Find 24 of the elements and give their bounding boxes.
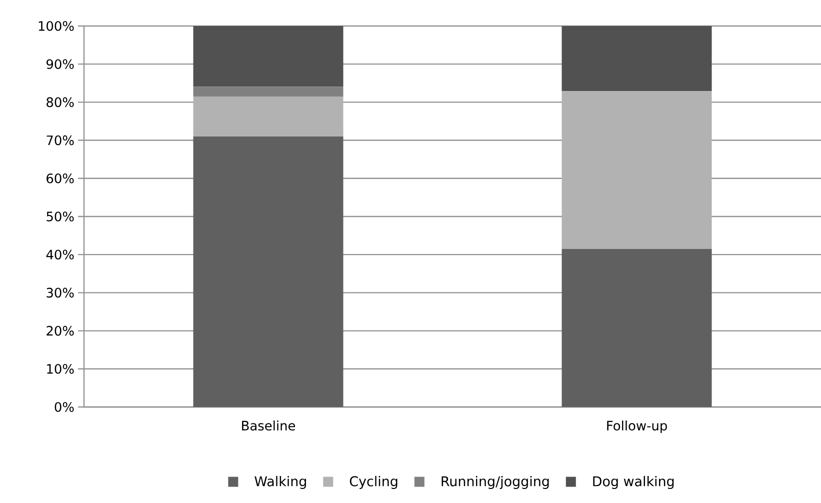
x-tick-label: Baseline (242, 420, 296, 431)
legend-label: Cycling (350, 476, 398, 489)
y-tick-label: 40% (46, 250, 74, 260)
bar (193, 136, 344, 407)
y-tick-label: 80% (46, 97, 74, 108)
y-tick-label: 30% (46, 288, 74, 298)
bar (193, 96, 344, 136)
y-tick-label: 50% (46, 212, 74, 222)
bar (562, 91, 712, 249)
legend-label: Running/jogging (442, 476, 549, 489)
y-tick-label: 60% (46, 173, 74, 184)
y-tick-label: 10% (47, 364, 74, 374)
y-tick-label: 0% (54, 402, 74, 412)
y-tick-label: 90% (46, 59, 74, 69)
bar (562, 26, 712, 92)
y-tick-label: 100% (38, 21, 74, 31)
legend-label: Walking (254, 476, 306, 489)
x-tick-label: Follow-up (607, 420, 667, 434)
legend-label: Dog walking (593, 476, 674, 489)
bar (193, 26, 344, 87)
y-tick-label: 70% (46, 135, 74, 146)
bar (193, 86, 344, 96)
y-tick-label: 20% (46, 326, 74, 336)
bar (562, 248, 712, 407)
